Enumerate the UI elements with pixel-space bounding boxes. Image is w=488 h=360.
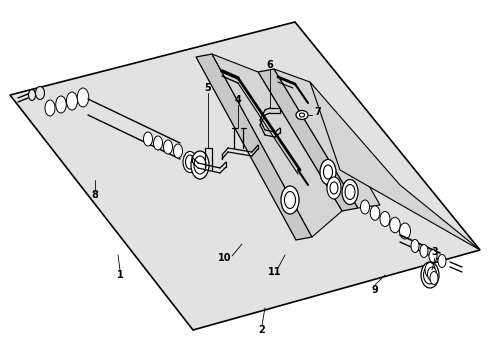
Ellipse shape (419, 244, 427, 257)
Ellipse shape (183, 152, 197, 172)
Ellipse shape (194, 156, 205, 174)
Ellipse shape (185, 155, 194, 169)
Polygon shape (309, 82, 479, 250)
Ellipse shape (36, 86, 44, 99)
Ellipse shape (429, 271, 437, 284)
Ellipse shape (281, 186, 298, 214)
Text: 4: 4 (234, 95, 241, 105)
Ellipse shape (326, 177, 340, 199)
Text: 1: 1 (116, 270, 123, 280)
Ellipse shape (420, 262, 438, 288)
Ellipse shape (437, 255, 445, 267)
Ellipse shape (45, 100, 55, 116)
Ellipse shape (345, 185, 354, 199)
Ellipse shape (319, 159, 335, 185)
Text: 10: 10 (218, 253, 231, 263)
Ellipse shape (424, 262, 434, 278)
Polygon shape (196, 54, 311, 240)
Ellipse shape (284, 192, 295, 208)
Text: 7: 7 (314, 107, 321, 117)
Ellipse shape (153, 136, 162, 150)
Ellipse shape (427, 267, 436, 281)
Polygon shape (212, 54, 341, 237)
Ellipse shape (77, 88, 88, 107)
Text: 5: 5 (204, 83, 211, 93)
Ellipse shape (360, 200, 369, 214)
Ellipse shape (389, 217, 400, 233)
Ellipse shape (379, 212, 389, 226)
Text: 11: 11 (268, 267, 281, 277)
Ellipse shape (56, 96, 66, 113)
Ellipse shape (295, 111, 307, 120)
Ellipse shape (163, 140, 172, 154)
Ellipse shape (369, 206, 379, 220)
Ellipse shape (28, 90, 36, 100)
Ellipse shape (191, 151, 208, 179)
Text: 3: 3 (431, 247, 437, 257)
Ellipse shape (173, 144, 182, 158)
Text: 9: 9 (371, 285, 378, 295)
Ellipse shape (428, 249, 436, 262)
Ellipse shape (410, 239, 418, 252)
Polygon shape (273, 69, 379, 208)
Ellipse shape (423, 266, 436, 284)
Ellipse shape (399, 223, 409, 239)
Ellipse shape (66, 92, 77, 110)
Text: 8: 8 (91, 190, 98, 200)
Ellipse shape (341, 180, 357, 204)
Ellipse shape (329, 182, 337, 194)
Ellipse shape (143, 132, 152, 146)
Text: 6: 6 (266, 60, 273, 70)
Polygon shape (10, 22, 479, 330)
Ellipse shape (299, 113, 304, 117)
Polygon shape (258, 69, 357, 211)
Ellipse shape (323, 165, 332, 179)
Text: 2: 2 (258, 325, 265, 335)
